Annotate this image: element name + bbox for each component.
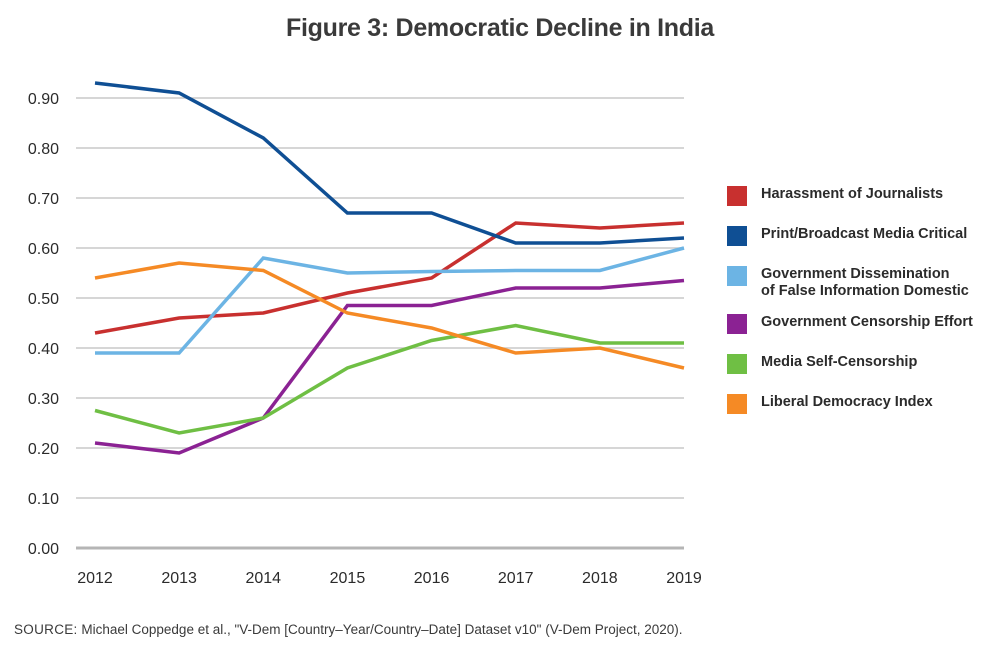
y-tick-label: 0.90 bbox=[28, 91, 59, 108]
legend-item: Liberal Democracy Index bbox=[727, 394, 1000, 414]
y-tick-label: 0.10 bbox=[28, 491, 59, 508]
source-text: Michael Coppedge et al., "V-Dem [Country… bbox=[81, 622, 683, 637]
series-line-government-dissemination-of-false-information-domestic bbox=[95, 246, 685, 355]
legend-item: Print/Broadcast Media Critical bbox=[727, 226, 1000, 246]
legend-label: Liberal Democracy Index bbox=[761, 394, 933, 410]
source-label: SOURCE: bbox=[14, 622, 78, 637]
x-tick-label: 2013 bbox=[161, 570, 197, 587]
y-tick-label: 0.80 bbox=[28, 141, 59, 158]
legend-swatch bbox=[727, 354, 747, 374]
legend-label: Media Self-Censorship bbox=[761, 354, 918, 370]
legend-label: Print/Broadcast Media Critical bbox=[761, 226, 968, 242]
y-tick-label: 0.70 bbox=[28, 191, 59, 208]
legend-swatch bbox=[727, 394, 747, 414]
series-line-media-self-censorship bbox=[94, 323, 684, 435]
legend-item: Harassment of Journalists bbox=[727, 186, 1000, 206]
x-tick-label: 2015 bbox=[330, 570, 366, 587]
source-note: SOURCE: Michael Coppedge et al., "V-Dem … bbox=[14, 622, 683, 637]
y-tick-label: 0.20 bbox=[28, 441, 59, 458]
series-line-harassment-of-journalists bbox=[94, 221, 685, 335]
legend-item: Media Self-Censorship bbox=[727, 354, 1000, 374]
x-tick-label: 2018 bbox=[582, 570, 618, 587]
y-tick-label: 0.40 bbox=[28, 341, 59, 358]
series-line-liberal-democracy-index bbox=[94, 261, 685, 370]
legend-swatch bbox=[727, 266, 747, 286]
x-axis-ticks: 2012 2013 2014 2015 2016 2017 2018 2019 bbox=[77, 570, 702, 587]
series-lines bbox=[94, 81, 685, 455]
x-tick-label: 2019 bbox=[666, 570, 702, 587]
legend-swatch bbox=[727, 226, 747, 246]
x-tick-label: 2016 bbox=[414, 570, 450, 587]
x-tick-label: 2012 bbox=[77, 570, 113, 587]
series-line-government-censorship-effort bbox=[94, 278, 685, 455]
legend-label: Government Dissemination of False Inform… bbox=[761, 266, 969, 299]
legend-label: Harassment of Journalists bbox=[761, 186, 944, 202]
series-line-print-broadcast-media-critical bbox=[94, 81, 685, 245]
legend-swatch bbox=[727, 314, 747, 334]
gridlines bbox=[76, 97, 684, 550]
legend-item: Government Censorship Effort bbox=[727, 314, 1000, 334]
y-axis-ticks: 0.00 0.10 0.20 0.30 0.40 0.50 0.60 0.70 0.80 0.90 bbox=[28, 91, 59, 558]
y-tick-label: 0.30 bbox=[28, 391, 59, 408]
legend-item: Government Dissemination of False Inform… bbox=[727, 266, 1000, 300]
y-tick-label: 0.00 bbox=[28, 541, 59, 558]
y-tick-label: 0.60 bbox=[28, 241, 59, 258]
y-tick-label: 0.50 bbox=[28, 291, 59, 308]
x-tick-label: 2014 bbox=[245, 570, 281, 587]
x-tick-label: 2017 bbox=[498, 570, 534, 587]
legend-swatch bbox=[727, 186, 747, 206]
legend-label: Government Censorship Effort bbox=[761, 314, 973, 330]
chart-title: Figure 3: Democratic Decline in India bbox=[286, 14, 714, 42]
